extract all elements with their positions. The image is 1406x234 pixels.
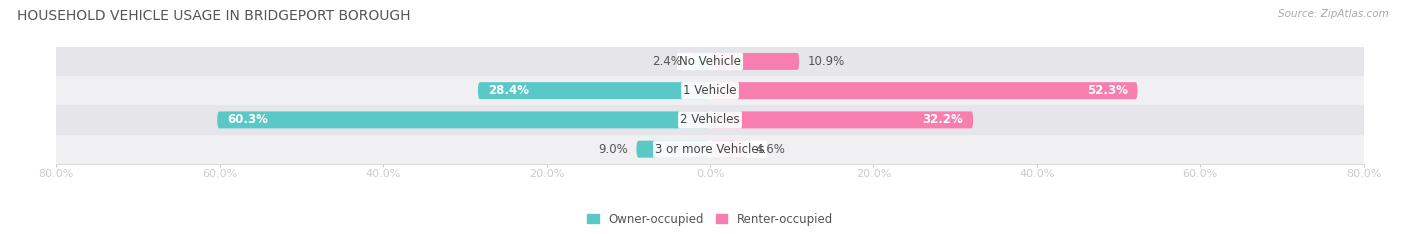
Bar — [56, 105, 1364, 135]
Bar — [56, 76, 1364, 105]
Text: 28.4%: 28.4% — [488, 84, 529, 97]
FancyBboxPatch shape — [710, 111, 973, 128]
Text: 2 Vehicles: 2 Vehicles — [681, 113, 740, 126]
Text: 9.0%: 9.0% — [599, 143, 628, 156]
FancyBboxPatch shape — [710, 141, 748, 158]
Text: 10.9%: 10.9% — [807, 55, 845, 68]
Text: 32.2%: 32.2% — [922, 113, 963, 126]
FancyBboxPatch shape — [710, 53, 799, 70]
Text: 3 or more Vehicles: 3 or more Vehicles — [655, 143, 765, 156]
Text: 52.3%: 52.3% — [1087, 84, 1128, 97]
Bar — [56, 135, 1364, 164]
Text: 60.3%: 60.3% — [226, 113, 269, 126]
Text: HOUSEHOLD VEHICLE USAGE IN BRIDGEPORT BOROUGH: HOUSEHOLD VEHICLE USAGE IN BRIDGEPORT BO… — [17, 9, 411, 23]
FancyBboxPatch shape — [710, 82, 1137, 99]
Text: 2.4%: 2.4% — [652, 55, 682, 68]
Bar — [56, 47, 1364, 76]
FancyBboxPatch shape — [690, 53, 710, 70]
Text: Source: ZipAtlas.com: Source: ZipAtlas.com — [1278, 9, 1389, 19]
FancyBboxPatch shape — [478, 82, 710, 99]
FancyBboxPatch shape — [637, 141, 710, 158]
Text: 1 Vehicle: 1 Vehicle — [683, 84, 737, 97]
Text: 4.6%: 4.6% — [756, 143, 786, 156]
Legend: Owner-occupied, Renter-occupied: Owner-occupied, Renter-occupied — [582, 208, 838, 230]
FancyBboxPatch shape — [218, 111, 710, 128]
Text: No Vehicle: No Vehicle — [679, 55, 741, 68]
